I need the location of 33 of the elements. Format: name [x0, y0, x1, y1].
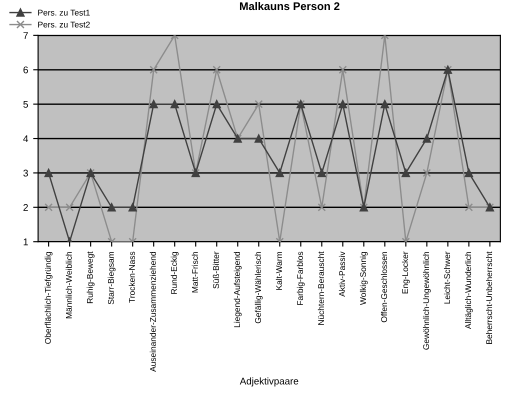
x-tick-label: Matt-Frisch [192, 252, 198, 292]
y-tick-label: 6 [23, 66, 28, 74]
x-tick-label: Beherrscht-Unbeherrscht [486, 251, 492, 344]
x-tick-label: Aktiv-Passiv [338, 251, 346, 297]
x-tick-label: Ruhig-Bewegt [86, 251, 95, 304]
x-tick-label: Offen-Geschlossen [380, 252, 388, 322]
y-tick-label: 1 [24, 238, 28, 246]
y-tick-label: 7 [23, 32, 28, 39]
x-tick-label: Leicht-Schwer [444, 252, 450, 304]
y-tick-label: 4 [23, 135, 28, 142]
y-tick-label: 5 [23, 100, 28, 108]
x-tick-label: Männlich-Weiblich [66, 252, 72, 318]
x-tick-label: Rund-Eckig [170, 252, 179, 294]
x-tick-label: Gewöhnlich-Ungewöhnlich [422, 252, 431, 350]
chart-title: Malkauns Person 2 [240, 2, 340, 10]
legend-label: Pers. zu Test1 [38, 10, 90, 16]
x-tick-label: Gefällig-Wählerisch [254, 252, 263, 324]
x-tick-label: Liegend-Aufsteigend [234, 252, 242, 328]
legend-label: Pers. zu Test2 [38, 22, 90, 28]
x-tick-label: Süß-Bitter [212, 252, 219, 289]
x-tick-label: Wolkig-Sonnig [360, 252, 368, 305]
x-tick-label: Oberflächlich-Tiefgründig [44, 252, 52, 344]
x-tick-label: Nüchtern-Berauscht [318, 251, 324, 325]
x-tick-label: Farbig-Farblos [296, 252, 305, 305]
x-axis-title: Adjektivpaare [240, 377, 298, 386]
x-tick-label: Auseinander-Zusammenziehend [150, 252, 156, 372]
x-tick-label: Kalt-Warm [276, 252, 282, 290]
x-tick-label: Trocken-Nass [128, 252, 135, 303]
x-tick-label: Starr-Biegsam [108, 252, 116, 304]
y-tick-label: 2 [23, 204, 28, 211]
x-tick-label: Eng-Locker [402, 252, 410, 294]
x-tick-label: Alltäglich-Wunderlich [464, 252, 473, 330]
y-tick-label: 3 [23, 170, 28, 177]
